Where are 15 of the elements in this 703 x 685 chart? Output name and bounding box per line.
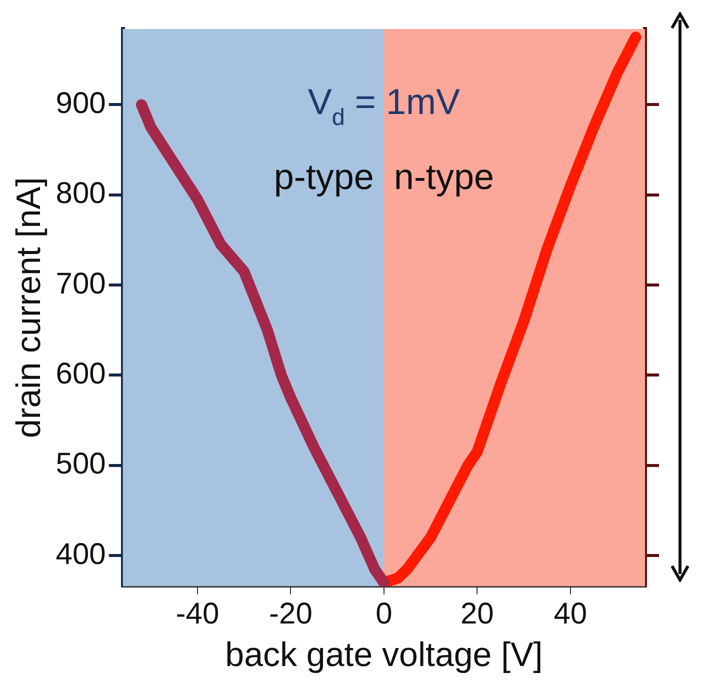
y-tick-label: 600 [56, 357, 106, 390]
y-tick-label: 900 [56, 87, 106, 120]
y-tick-label: 400 [56, 538, 106, 571]
band-label: n-type [394, 156, 494, 197]
x-axis-title: back gate voltage [V] [225, 636, 543, 674]
y-tick-label: 500 [56, 448, 106, 481]
y-tick-label: 700 [56, 267, 106, 300]
x-tick-label: -20 [269, 597, 312, 630]
x-tick-label: -40 [176, 597, 220, 630]
y-axis-title: drain current [nA] [10, 177, 48, 438]
x-tick-label: 20 [460, 597, 494, 630]
x-tick-label: 0 [376, 597, 392, 630]
band-label: p-type [274, 156, 374, 197]
y-tick-label: 800 [56, 177, 106, 210]
x-tick-label: 40 [554, 597, 588, 630]
